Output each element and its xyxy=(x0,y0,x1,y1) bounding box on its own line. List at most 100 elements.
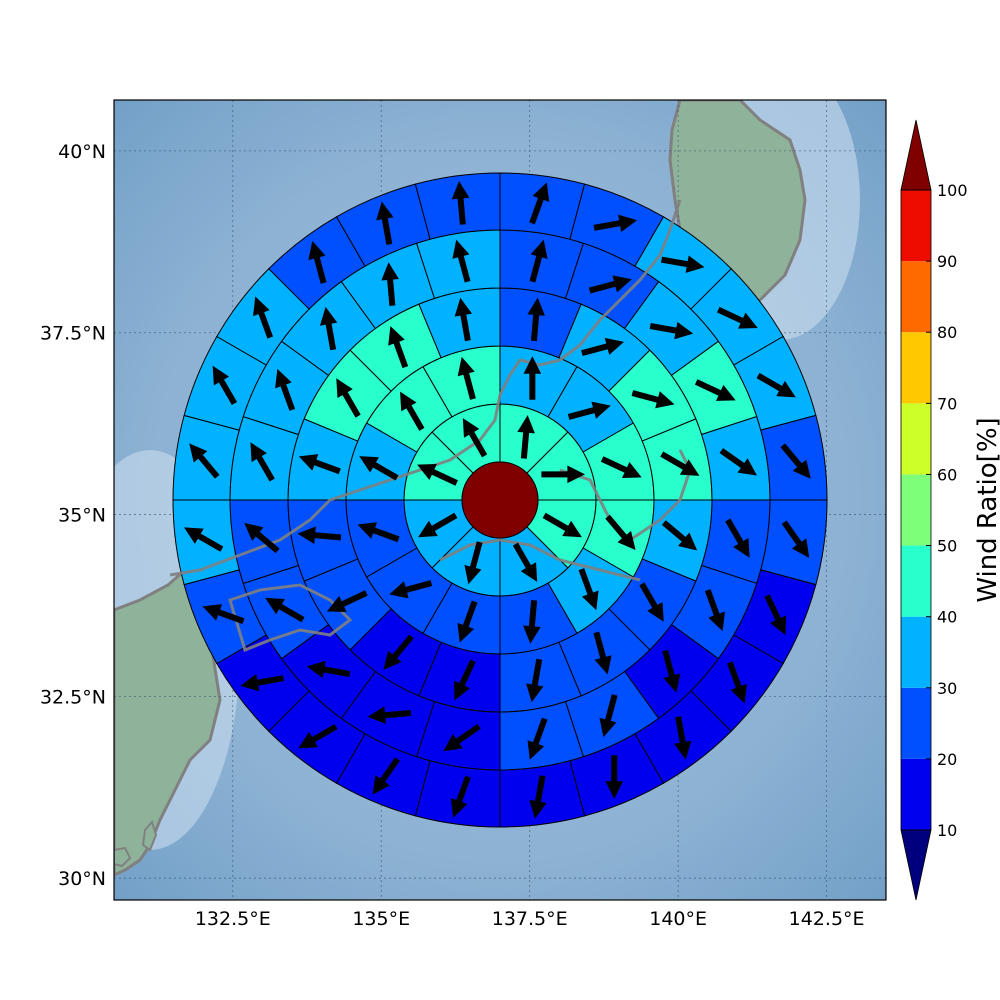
map-border xyxy=(113,99,887,901)
lon-tick-label: 137.5°E xyxy=(492,908,568,930)
wind-arrow xyxy=(593,214,637,232)
wind-arrow xyxy=(529,182,550,225)
wind-arrow xyxy=(457,600,478,643)
wind-arrow xyxy=(704,589,725,632)
wind-arrow xyxy=(581,337,624,357)
small-island xyxy=(114,846,132,868)
wind-arrow xyxy=(452,239,471,283)
center-disc xyxy=(461,461,539,539)
colorbar-tick-label: 50 xyxy=(937,537,957,556)
wind-arrow xyxy=(451,181,470,225)
wind-arrow xyxy=(764,594,787,636)
wind-arrow xyxy=(719,448,757,476)
wind-arrow xyxy=(253,296,274,339)
wind-arrow xyxy=(512,542,538,582)
wind-arrow xyxy=(240,673,284,692)
wind-arrow xyxy=(588,275,632,294)
wind-arrow xyxy=(541,465,586,484)
wind-arrow xyxy=(462,418,488,458)
colorbar-tick-label: 40 xyxy=(937,608,957,627)
wind-arrow xyxy=(661,255,705,273)
ring-sector xyxy=(760,499,828,586)
wind-arrow xyxy=(306,660,351,679)
lon-tick-label: 142.5°E xyxy=(789,908,865,930)
wind-arrow xyxy=(661,520,698,551)
small-island-2 xyxy=(141,819,158,852)
colorbar-segment xyxy=(901,190,931,262)
shikoku-coastline xyxy=(228,583,353,653)
colorbar-tick-label: 20 xyxy=(937,750,957,769)
wind-arrow xyxy=(202,604,245,625)
wind-arrow xyxy=(599,694,618,738)
wind-arrow xyxy=(639,582,664,622)
wind-arrow xyxy=(578,568,599,611)
wind-arrow xyxy=(660,451,700,476)
wind-arrow xyxy=(662,649,681,693)
wind-arrow xyxy=(649,321,694,340)
wind-arrow xyxy=(781,520,810,558)
wind-arrow xyxy=(189,443,220,479)
wind-arrow xyxy=(529,239,548,283)
ring-sector xyxy=(414,760,501,828)
wind-arrow xyxy=(542,512,582,538)
wind-arrow xyxy=(298,723,338,749)
wind-arrow xyxy=(275,368,296,411)
wind-arrow xyxy=(184,527,224,552)
colorbar-tick-label: 100 xyxy=(937,181,968,200)
wind-arrow xyxy=(517,415,535,459)
colorbar-under-extend xyxy=(900,829,932,901)
wind-arrow xyxy=(250,442,275,482)
wind-arrow xyxy=(319,306,338,351)
lon-tick-label: 132.5°E xyxy=(195,908,271,930)
wind-arrow xyxy=(389,580,433,599)
ring-sector xyxy=(172,414,240,501)
colorbar: 10 20 30 40 50 60 70 80 90 100 xyxy=(900,119,968,901)
wind-arrow xyxy=(357,522,400,543)
wind-arrow xyxy=(523,600,541,644)
lat-tick-label: 40°N xyxy=(58,141,106,163)
colorbar-segment xyxy=(901,261,931,333)
wind-arrow xyxy=(383,634,414,670)
wind-arrow xyxy=(726,661,747,704)
wind-arrow xyxy=(308,240,327,284)
wind-arrow xyxy=(381,262,399,306)
colorbar-tick-label: 90 xyxy=(937,252,957,271)
colorbar-label: Wind Ratio[%] xyxy=(973,417,1000,602)
wind-arrow xyxy=(212,365,238,406)
lat-tick-label: 37.5°N xyxy=(40,323,106,345)
colorbar-tick-label: 10 xyxy=(937,821,957,840)
colorbar-segment xyxy=(901,332,931,404)
colorbar-segment xyxy=(901,403,931,475)
wind-arrow xyxy=(400,391,425,431)
wind-arrow xyxy=(673,716,692,760)
wind-arrow xyxy=(756,372,796,398)
colorbar-segment xyxy=(901,616,931,688)
wind-arrow xyxy=(388,326,409,369)
wind-arrow xyxy=(297,526,342,544)
wind-arrow xyxy=(326,590,368,612)
wind-arrow xyxy=(450,775,471,818)
lon-tick-label: 140°E xyxy=(649,908,707,930)
wind-arrow xyxy=(457,356,476,400)
wind-arrow xyxy=(567,401,611,420)
wind-arrow xyxy=(529,775,547,819)
wind-arrow xyxy=(417,464,458,486)
lon-tick-label: 135°E xyxy=(352,908,410,930)
axis-tick-labels: 132.5°E 135°E 137.5°E 140°E 142.5°E 30°N 32.5°… xyxy=(40,141,865,930)
wind-arrow xyxy=(453,659,476,701)
wind-arrow xyxy=(464,541,483,585)
wind-arrow xyxy=(454,297,473,342)
wind-arrow xyxy=(725,518,750,558)
wind-arrows xyxy=(184,181,811,819)
colorbar-segment xyxy=(901,758,931,830)
wind-arrow xyxy=(605,514,636,551)
wind-arrow xyxy=(372,757,400,795)
wind-arrow xyxy=(244,522,280,554)
wind-arrow xyxy=(376,201,394,245)
wind-arrow xyxy=(367,706,412,724)
wind-arrow xyxy=(716,306,758,329)
colorbar-tick-label: 30 xyxy=(937,679,957,698)
colorbar-tick-label: 60 xyxy=(937,465,957,484)
colorbar-segment xyxy=(901,687,931,759)
